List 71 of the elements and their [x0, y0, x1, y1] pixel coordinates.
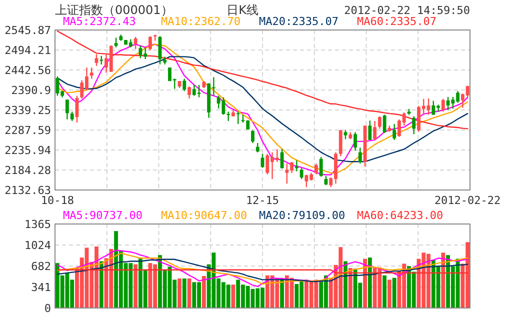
candlestick — [256, 142, 260, 153]
y-tick-label: 2545.87 — [4, 24, 51, 37]
y-tick-label: 0 — [44, 302, 51, 315]
y-tick-label: 1365 — [24, 218, 51, 231]
y-tick-label: 2339.25 — [4, 104, 51, 117]
text: MA60:64233.00 — [357, 209, 444, 222]
bar — [392, 278, 396, 308]
y-tick-label: 2184.28 — [4, 164, 51, 177]
text: MA20:79109.00 — [259, 209, 346, 222]
candlestick — [382, 114, 386, 134]
series-label: MA5:2372.43 — [63, 15, 136, 28]
candlestick — [65, 99, 69, 120]
bar — [280, 279, 284, 308]
candlestick — [294, 160, 298, 172]
candlestick — [319, 156, 323, 178]
text: 2012-02-22 14:59:50 — [344, 4, 470, 17]
bar — [348, 268, 352, 308]
text: MA20:2335.07 — [259, 15, 338, 28]
candlestick — [182, 78, 186, 92]
candlestick — [114, 37, 118, 48]
bar — [134, 264, 138, 308]
bar — [178, 278, 182, 308]
candlestick — [392, 123, 396, 141]
bar — [368, 258, 372, 308]
bar — [387, 280, 392, 308]
candlestick — [314, 162, 318, 175]
candlestick — [412, 116, 416, 135]
candlestick — [134, 36, 138, 50]
candlestick — [300, 168, 304, 180]
x-tick-label: 12-15 — [246, 194, 280, 207]
text: MA5:90737.00 — [63, 209, 142, 222]
y-tick-label: 2442.56 — [4, 64, 51, 77]
candlestick — [354, 132, 357, 152]
candlestick — [94, 54, 98, 67]
candlestick — [368, 120, 372, 141]
bar — [182, 278, 186, 308]
y-tick-label: 341 — [31, 281, 51, 294]
candlestick — [236, 111, 240, 125]
bar — [344, 261, 348, 308]
series-label: MA10:2362.70 — [161, 15, 240, 28]
bar — [99, 261, 104, 308]
y-tick-label: 2390.9 — [11, 84, 51, 97]
y-tick-label: 1024 — [24, 238, 52, 252]
candlestick — [188, 86, 191, 100]
text: MA60:2335.07 — [357, 15, 436, 28]
x-tick-label: 2012-02-22 — [434, 194, 501, 207]
x-tick-label: 10-18 — [40, 194, 74, 207]
candlestick — [251, 130, 254, 144]
candlestick — [70, 111, 74, 122]
line-series — [56, 258, 468, 282]
y-tick-label: 2287.59 — [4, 124, 51, 137]
candlestick — [338, 129, 342, 157]
candlestick — [358, 147, 362, 164]
line-series — [56, 30, 468, 130]
text: MA10:90647.00 — [161, 209, 248, 222]
candlestick — [260, 153, 264, 168]
candlestick — [378, 116, 382, 130]
candlestick — [148, 36, 152, 52]
candlestick — [373, 120, 377, 141]
candlestick — [441, 98, 445, 112]
chart-subtitle: 日K线 — [226, 3, 258, 17]
candlestick — [90, 66, 94, 80]
bar — [202, 276, 206, 308]
candlestick — [226, 111, 230, 122]
bar — [382, 275, 387, 308]
y-tick-label: 2235.94 — [4, 144, 52, 157]
y-tick-label: 682 — [31, 260, 51, 274]
line-series — [56, 56, 468, 162]
y-tick-label: 2132.63 — [4, 184, 51, 197]
y-tick-label: 2494.21 — [4, 44, 51, 57]
chart-title: 上证指数（000001） — [55, 3, 173, 17]
